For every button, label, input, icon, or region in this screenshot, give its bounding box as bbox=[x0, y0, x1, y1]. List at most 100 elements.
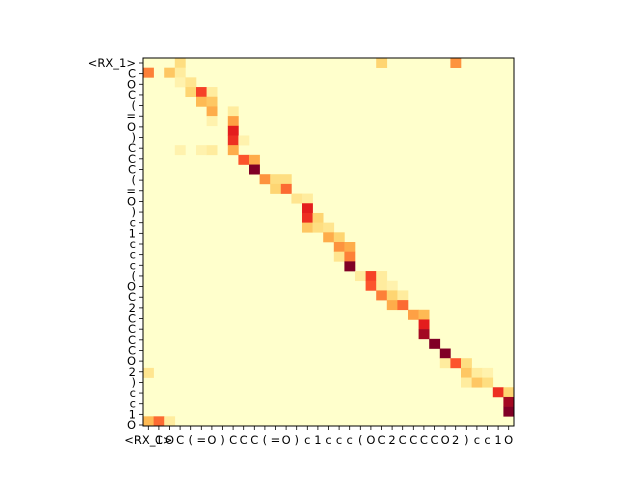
heatmap-cell bbox=[376, 290, 388, 301]
y-tick-label: C bbox=[128, 88, 136, 102]
heatmap-cell bbox=[259, 174, 271, 185]
y-tick-label: c bbox=[130, 258, 136, 272]
y-tick-label: 2 bbox=[129, 365, 136, 379]
x-tick-label: c bbox=[474, 433, 480, 447]
x-tick-label: = bbox=[271, 433, 281, 447]
heatmap-cell bbox=[227, 125, 239, 136]
heatmap-cell bbox=[365, 271, 377, 282]
x-tick-label: O bbox=[207, 433, 216, 447]
heatmap-cell bbox=[397, 300, 409, 311]
heatmap-cell bbox=[270, 174, 282, 185]
heatmap-cell bbox=[312, 212, 324, 223]
heatmap-cell bbox=[503, 406, 515, 417]
y-tick-label: c bbox=[130, 386, 136, 400]
y-tick-label: O bbox=[127, 354, 136, 368]
heatmap-cell bbox=[439, 358, 451, 369]
heatmap-cell bbox=[439, 348, 451, 359]
heatmap-cell bbox=[418, 329, 430, 340]
y-tick-label: ( bbox=[132, 173, 137, 187]
y-tick-label: ( bbox=[132, 99, 137, 113]
x-tick-label: 1 bbox=[314, 433, 321, 447]
heatmap-cell bbox=[196, 96, 207, 107]
y-tick-label: O bbox=[127, 194, 136, 208]
y-tick-label: C bbox=[128, 290, 136, 304]
heatmap-cell bbox=[376, 58, 388, 68]
y-tick-label: ) bbox=[132, 131, 137, 145]
heatmap-cell bbox=[333, 232, 345, 243]
heatmap-cell bbox=[344, 242, 356, 252]
y-tick-label: O bbox=[127, 77, 136, 91]
heatmap-cell bbox=[397, 290, 409, 301]
heatmap-cell bbox=[227, 145, 239, 156]
heatmap-cell bbox=[206, 96, 218, 107]
y-tick-label: = bbox=[126, 109, 136, 123]
heatmap-cell bbox=[386, 290, 398, 301]
x-tick-label: C bbox=[250, 433, 258, 447]
x-tick-label: C bbox=[399, 433, 407, 447]
y-tick-label: ) bbox=[132, 375, 137, 389]
x-tick-label: C bbox=[229, 433, 237, 447]
heatmap-cell bbox=[461, 358, 472, 369]
heatmap-cell bbox=[280, 174, 292, 185]
y-tick-label: O bbox=[127, 120, 136, 134]
heatmap-cell bbox=[302, 212, 313, 223]
heatmap-cell bbox=[291, 193, 303, 204]
heatmap-cell bbox=[482, 377, 494, 388]
heatmap-cell bbox=[355, 271, 366, 282]
heatmap-cell bbox=[174, 77, 186, 88]
heatmap-cell bbox=[471, 377, 483, 388]
heatmap-cell bbox=[365, 280, 377, 291]
y-tick-label: C bbox=[128, 322, 136, 336]
heatmap-cell bbox=[227, 135, 239, 146]
x-tick-label: O bbox=[165, 433, 174, 447]
y-tick-label: c bbox=[130, 237, 136, 251]
x-tick-label: O bbox=[441, 433, 450, 447]
heatmap-cell bbox=[418, 309, 430, 320]
heatmap-cell bbox=[376, 271, 388, 282]
heatmap-cell bbox=[164, 416, 176, 427]
heatmap-cell bbox=[174, 67, 186, 78]
y-tick-label: = bbox=[126, 184, 136, 198]
y-tick-label: O bbox=[127, 418, 136, 432]
x-tick-label: ( bbox=[358, 433, 363, 447]
x-tick-label: O bbox=[504, 433, 513, 447]
heatmap-cell bbox=[143, 367, 154, 378]
heatmap-cell bbox=[302, 222, 313, 233]
heatmap-cell bbox=[333, 242, 345, 252]
heatmap-cell bbox=[386, 300, 398, 311]
heatmap-cell bbox=[312, 222, 324, 233]
heatmap-cell bbox=[461, 377, 472, 388]
x-tick-label: c bbox=[336, 433, 342, 447]
heatmap-cell bbox=[227, 116, 239, 127]
heatmap-cell bbox=[333, 251, 345, 262]
x-tick-label: 2 bbox=[388, 433, 395, 447]
y-tick-label: c bbox=[130, 216, 136, 230]
y-tick-label: c bbox=[130, 248, 136, 262]
x-tick-label: O bbox=[366, 433, 375, 447]
x-tick-label: ( bbox=[188, 433, 193, 447]
heatmap-cell bbox=[386, 280, 398, 291]
x-tick-label: = bbox=[196, 433, 206, 447]
x-axis-ticks: <RX_1>C O C(= O) C C C(= O) c 1 c c c(O C 2 C C C C O 2) c c 1 O bbox=[124, 426, 513, 447]
heatmap-cell bbox=[227, 106, 239, 117]
x-tick-label: C bbox=[430, 433, 438, 447]
heatmap-cell bbox=[196, 145, 207, 156]
heatmap-cell bbox=[461, 367, 472, 378]
y-tick-label: C bbox=[128, 152, 136, 166]
heatmap-cell bbox=[344, 261, 356, 272]
x-tick-label: C bbox=[420, 433, 428, 447]
heatmap-cell bbox=[174, 58, 186, 68]
heatmap-cell bbox=[344, 251, 356, 262]
x-tick-label: c bbox=[347, 433, 353, 447]
x-tick-label: 1 bbox=[494, 433, 501, 447]
x-tick-label: ) bbox=[464, 433, 469, 447]
y-tick-label: <RX_1> bbox=[88, 56, 136, 70]
y-tick-label: 1 bbox=[129, 407, 136, 421]
x-tick-label: <RX_1> bbox=[124, 433, 172, 447]
heatmap-cell bbox=[376, 280, 388, 291]
heatmap-cell bbox=[196, 87, 207, 98]
y-tick-label: O bbox=[127, 280, 136, 294]
y-tick-label: C bbox=[128, 162, 136, 176]
x-tick-label: c bbox=[325, 433, 331, 447]
y-tick-label: C bbox=[128, 312, 136, 326]
